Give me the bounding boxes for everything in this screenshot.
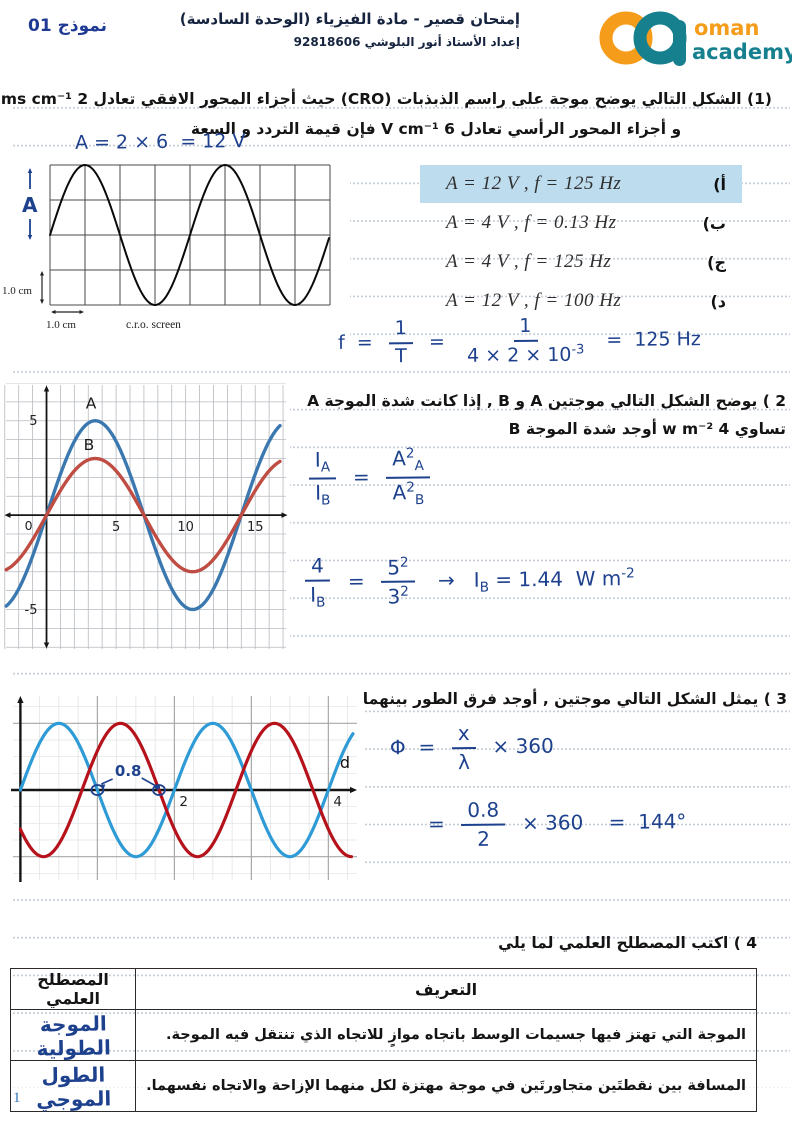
q1-option-d-letter: د) [710,291,726,311]
arrowhead-icon [99,784,106,789]
h-scale-label: 1.0 cm [46,319,76,331]
cro-caption: c.r.o. screen [126,319,181,331]
q1-handwritten-amplitude: A = 2 × 6 = 12 V [74,130,246,154]
phase-waves-figure: 2 4 d 0.8 [5,692,363,884]
q4-header-definition: التعريف [135,968,757,1010]
wave-b-label: B [84,436,95,454]
q4-row2-handwritten-term: الطول الموجي [10,1059,137,1113]
x-tick-label: 2 [179,794,188,810]
q1-text-line1: (1) الشكل التالي يوضح موجة على راسم الذب… [0,90,772,108]
q4-row1-handwritten-term: الموجة الطولية [10,1008,137,1062]
q4-table: التعريف المصطلح العلمي الموجة التي تهتز … [9,968,757,1113]
arrowhead-icon [43,642,50,649]
q4-row1-definition: الموجة التي تهتز فيها جسيمات الوسط باتجا… [135,1009,757,1061]
origin-label: 0 [25,518,33,533]
q1-option-b: A = 4 V , f = 0.13 Hz ب) [420,204,742,242]
q4-row2-definition: المسافة بين نقطتَين متجاورتَين في موجة م… [135,1060,757,1112]
wave-a-label: A [86,394,97,412]
hw-arrow-line [141,777,157,787]
hw-dot [154,784,161,790]
q1-option-c: A = 4 V , f = 125 Hz ج) [420,243,742,281]
x-tick-label: 5 [112,520,120,535]
logo-word-oman: oman [694,16,759,40]
page-number: 1 [13,1090,21,1106]
arrowhead-icon [27,168,33,173]
q4-table-header-row: التعريف المصطلح العلمي [9,968,757,1010]
table-row: المسافة بين نقطتَين متجاورتَين في موجة م… [10,1059,757,1113]
arrowhead-icon [43,385,50,392]
q1-option-d: A = 12 V , f = 100 Hz د) [420,282,742,320]
q2-text-line1: 2 ) يوضح الشكل التالي موجتين A و B , إذا… [307,392,786,410]
q4-title: 4 ) اكتب المصطلح العلمي لما يلي [498,934,757,952]
x-tick-label: 15 [247,520,264,535]
v-scale-label: 1.0 cm [2,285,32,297]
x-tick-label: 4 [333,794,342,810]
y-tick-label: 5 [29,414,37,429]
oman-academy-logo: oman academy [599,11,792,66]
q3-handwritten-result: = 0.8 2 × 360 = 144° [427,797,687,851]
arrowhead-icon [39,271,45,276]
q3-text-line1: 3 ) يمثل الشكل التالي موجتين , أوجد فرق … [362,690,787,708]
arrowhead-icon [281,512,288,518]
q1-option-a-formula: A = 12 V , f = 125 Hz [446,173,622,194]
q4-header-term: المصطلح العلمي [9,968,137,1010]
arrowhead-icon [51,309,56,315]
hw-amplitude-letter: A [22,193,38,217]
x-axis-label: d [340,753,350,772]
wave-1-path [18,721,355,859]
q1-option-a: A = 12 V , f = 125 Hz أ) [420,165,742,203]
hw-path-difference-label: 0.8 [115,762,142,780]
model-number: نموذج 01 [28,16,108,36]
q1-option-d-formula: A = 12 V , f = 100 Hz [446,290,622,311]
wave-b-path [4,456,282,574]
arrowhead-icon [79,309,84,315]
page-subtitle: إعداد الأستاذ أنور البلوشي 92818606 [293,35,520,49]
q1-text-line2: و أجزاء المحور الرأسي تعادل 6 V cm⁻¹ فإن… [190,120,682,138]
q1-option-c-formula: A = 4 V , f = 125 Hz [446,251,612,272]
cro-wave-path [49,164,330,307]
wave-2-path [18,721,354,859]
header-title-block: إمتحان قصير - مادة الفيزياء (الوحدة السا… [179,10,520,49]
logo-a-stem [673,20,686,66]
arrowhead-icon [17,696,24,703]
q2-text: 2 ) يوضح الشكل التالي موجتين A و B , إذا… [294,388,786,444]
arrowhead-icon [350,786,357,794]
arrowhead-icon [39,299,45,304]
hw-circle-mark [90,784,105,796]
hw-arrow-line [101,778,113,785]
q2-handwritten-ratio: IA IB = A2A A2B [305,446,435,510]
x-tick-label: 10 [177,520,194,535]
q2-handwritten-result: 4 IB = 52 32 → IB = 1.44 W m-2 [300,551,635,611]
logo-word-academy: academy [692,40,792,64]
arrowhead-icon [4,512,11,518]
q1-option-b-letter: ب) [702,213,726,233]
q1-option-a-letter: أ) [713,174,726,194]
arrowhead-icon [27,235,33,240]
q1-options: A = 12 V , f = 125 Hz أ) A = 4 V , f = 0… [420,165,742,321]
q2-text-line2: تساوي 4 w m⁻² أوجد شدة الموجة B [508,419,786,438]
cro-figure: 1.0 cm 1.0 cm c.r.o. screen A [0,155,350,337]
q1-option-c-letter: ج) [707,252,726,272]
page-title: إمتحان قصير - مادة الفيزياء (الوحدة السا… [179,10,520,28]
y-tick-label: -5 [25,603,38,618]
q1-option-b-formula: A = 4 V , f = 0.13 Hz [446,212,617,233]
waves-ab-figure: 0 5 10 15 5 -5 A B [2,383,290,651]
table-row: الموجة التي تهتز فيها جسيمات الوسط باتجا… [10,1008,757,1062]
